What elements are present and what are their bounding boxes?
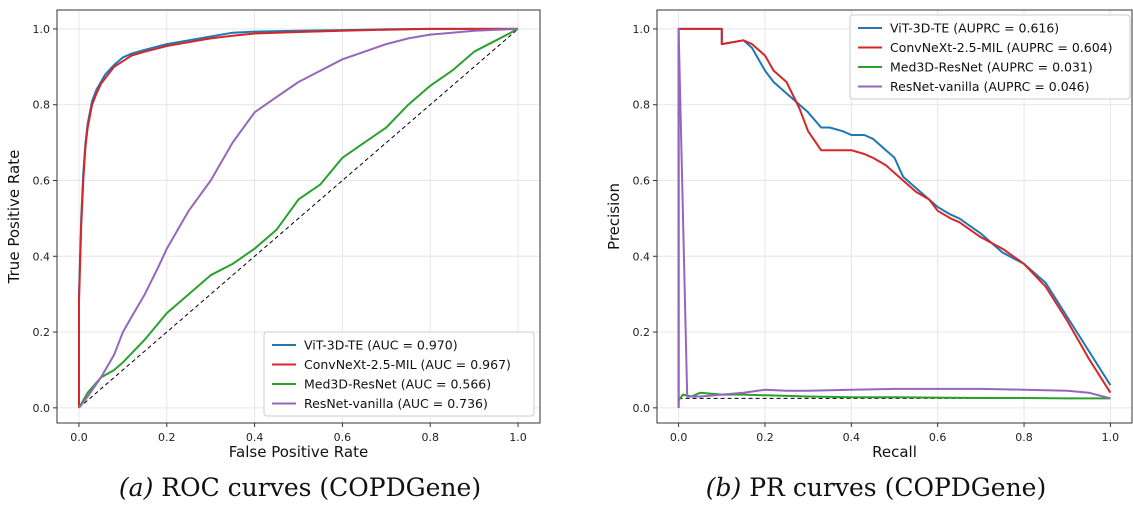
roc-y-tick-label-4: 0.8	[33, 99, 51, 112]
pr-chart-panel: 0.0 0.2 0.4 0.6 0.8 1.0 0.0 0.2 0.4 0.6 0.8 1.0 Reca…	[605, 9, 1133, 502]
roc-caption-text: ROC curves (COPDGene)	[153, 473, 481, 502]
pr-legend-box	[849, 14, 1131, 100]
roc-series-line-1	[78, 27, 518, 408]
roc-caption: (a) ROC curves (COPDGene)	[119, 473, 481, 502]
roc-y-tick-label-5: 1.0	[33, 23, 51, 36]
roc-x-tick-label-0: 0.0	[70, 431, 88, 444]
pr-x-tick-label-3: 0.6	[929, 431, 947, 444]
roc-legend-box	[263, 331, 535, 417]
roc-series-line-2	[78, 28, 519, 409]
roc-legend-label-0: ViT-3D-TE (AUC = 0.970)	[304, 338, 458, 353]
roc-y-tick-label-0: 0.0	[33, 402, 51, 415]
pr-x-tick-label-5: 1.0	[1102, 431, 1120, 444]
pr-y-axis-label: Precision	[605, 183, 623, 250]
pr-y-tick-label-1: 0.2	[633, 326, 651, 339]
pr-y-tick-label-3: 0.6	[633, 175, 651, 188]
pr-legend-label-3: ResNet-vanilla (AUPRC = 0.046)	[890, 79, 1089, 94]
roc-x-tick-label-1: 0.2	[158, 431, 176, 444]
roc-x-tick-label-2: 0.4	[246, 431, 264, 444]
roc-axes-frame	[56, 9, 541, 424]
roc-y-tick-label-1: 0.2	[33, 326, 51, 339]
pr-axes-frame	[656, 9, 1133, 424]
pr-series-line-1	[677, 27, 1112, 408]
pr-legend-label-0: ViT-3D-TE (AUPRC = 0.616)	[890, 21, 1059, 36]
roc-series-line-3	[78, 27, 519, 409]
roc-y-tick-label-3: 0.6	[33, 175, 51, 188]
pr-caption-tag: (b)	[706, 473, 742, 502]
pr-legend: ViT-3D-TE (AUPRC = 0.616) ConvNeXt-2.5-MI…	[849, 14, 1131, 100]
roc-reference-line	[78, 28, 519, 409]
pr-caption: (b) PR curves (COPDGene)	[706, 473, 1046, 502]
pr-y-tick-label-0: 0.0	[633, 402, 651, 415]
roc-x-tick-label-4: 0.8	[421, 431, 439, 444]
pr-series-line-2	[677, 391, 1111, 401]
pr-x-tick-label-1: 0.2	[756, 431, 774, 444]
pr-legend-label-2: Med3D-ResNet (AUPRC = 0.031)	[890, 60, 1093, 75]
roc-x-tick-label-3: 0.6	[334, 431, 352, 444]
pr-x-tick-label-0: 0.0	[670, 431, 688, 444]
roc-y-tick-label-2: 0.4	[33, 250, 51, 263]
roc-legend-label-1: ConvNeXt-2.5-MIL (AUC = 0.967)	[304, 357, 511, 372]
pr-legend-label-1: ConvNeXt-2.5-MIL (AUPRC = 0.604)	[890, 40, 1113, 55]
roc-legend: ViT-3D-TE (AUC = 0.970) ConvNeXt-2.5-MIL …	[263, 331, 535, 417]
pr-series-line-0	[677, 27, 1112, 408]
pr-y-tick-label-4: 0.8	[633, 99, 651, 112]
pr-x-axis-label: Recall	[872, 443, 917, 461]
pr-series-line-3	[677, 27, 1111, 408]
roc-chart-panel: 0.0 0.2 0.4 0.6 0.8 1.0 0.0 0.2 0.4 0.6 0.8 1.0 Fals…	[5, 9, 541, 502]
pr-x-tick-label-2: 0.4	[843, 431, 861, 444]
roc-legend-label-2: Med3D-ResNet (AUC = 0.566)	[304, 377, 491, 392]
roc-x-axis-label: False Positive Rate	[229, 443, 368, 461]
pr-caption-text: PR curves (COPDGene)	[741, 473, 1046, 502]
roc-legend-label-3: ResNet-vanilla (AUC = 0.736)	[304, 396, 488, 411]
roc-x-tick-label-5: 1.0	[509, 431, 527, 444]
pr-y-tick-label-2: 0.4	[633, 250, 651, 263]
pr-y-tick-label-5: 1.0	[633, 23, 651, 36]
roc-caption-tag: (a)	[119, 473, 153, 502]
roc-y-axis-label: True Positive Rate	[5, 150, 23, 285]
pr-x-tick-label-4: 0.8	[1015, 431, 1033, 444]
